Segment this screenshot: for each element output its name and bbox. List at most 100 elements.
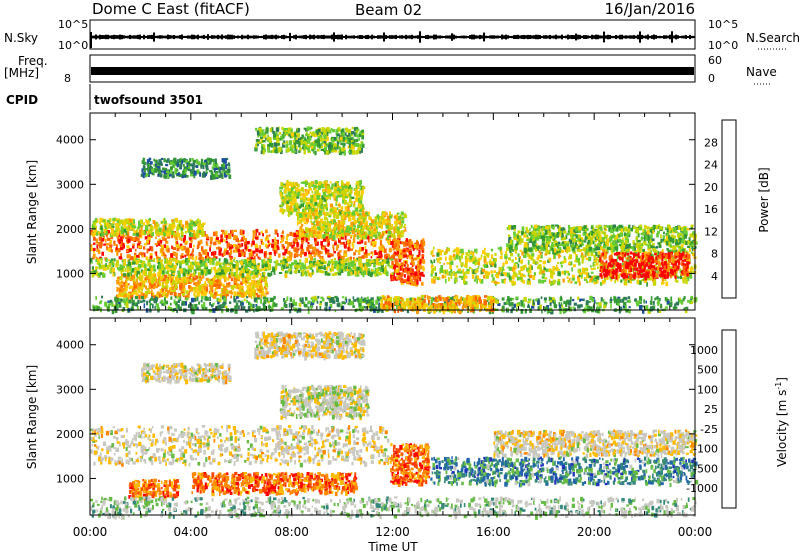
nsky-bar <box>563 36 565 38</box>
data-cell <box>305 192 308 196</box>
data-cell <box>334 198 336 200</box>
nsky-bar <box>93 36 95 39</box>
data-cell <box>210 285 214 290</box>
data-cell <box>127 232 129 235</box>
data-cell <box>445 257 447 261</box>
data-cell <box>123 222 127 226</box>
data-cell <box>118 239 121 244</box>
data-cell <box>462 269 464 274</box>
data-cell <box>401 220 404 223</box>
data-cell <box>409 255 411 259</box>
data-cell <box>287 186 289 191</box>
data-cell <box>132 246 135 249</box>
nsky-bar <box>395 35 397 39</box>
data-cell <box>135 249 137 252</box>
data-cell <box>380 225 383 229</box>
nsky-bar <box>323 35 325 39</box>
data-cell <box>468 250 470 253</box>
data-cell <box>686 280 688 285</box>
data-cell <box>502 263 504 267</box>
data-cell <box>296 211 299 216</box>
data-cell <box>192 257 195 260</box>
data-cell <box>355 207 358 211</box>
nsky-bar <box>265 35 267 40</box>
data-cell <box>103 220 105 222</box>
data-cell <box>348 262 351 266</box>
data-cell <box>400 241 402 244</box>
data-cell <box>153 269 156 272</box>
nsky-bar <box>409 35 411 38</box>
data-cell <box>289 232 292 236</box>
nsky-bar <box>279 36 281 38</box>
data-cell <box>165 271 168 274</box>
data-cell <box>519 277 522 280</box>
nsky-bar <box>311 35 313 39</box>
data-cell <box>333 227 336 231</box>
data-cell <box>553 280 556 285</box>
data-cell <box>489 261 492 264</box>
data-cell <box>391 224 393 227</box>
data-cell <box>285 273 288 278</box>
nsky-bar <box>483 33 485 42</box>
data-cell <box>312 213 314 216</box>
data-cell <box>448 277 450 281</box>
data-cell <box>342 196 345 200</box>
nsky-bar <box>615 35 617 39</box>
nsky-bar <box>597 35 599 39</box>
data-cell <box>336 224 338 228</box>
data-cell <box>307 215 310 218</box>
nsky-bar <box>613 36 615 38</box>
data-cell <box>93 243 96 245</box>
data-cell <box>341 180 343 185</box>
data-cell <box>290 183 293 187</box>
data-cell <box>286 197 288 199</box>
nsky-bar <box>119 35 121 40</box>
data-cell <box>480 258 482 260</box>
nsky-bar <box>351 36 353 39</box>
data-cell <box>124 286 126 291</box>
data-cell <box>195 282 198 286</box>
data-cell <box>216 269 218 272</box>
data-cell <box>363 225 366 228</box>
nsky-bar <box>309 35 311 40</box>
data-cell <box>567 276 569 279</box>
data-cell <box>252 251 255 254</box>
data-cell <box>331 210 333 212</box>
data-cell <box>137 271 140 275</box>
data-cell <box>261 287 263 289</box>
nsky-bar <box>305 35 307 39</box>
data-cell <box>162 285 165 288</box>
nsky-bar <box>537 35 539 40</box>
data-cell <box>204 252 207 255</box>
data-cell <box>323 238 326 242</box>
data-cell <box>570 281 572 283</box>
nsky-bar <box>347 36 349 39</box>
data-cell <box>116 260 119 264</box>
data-cell <box>318 266 322 269</box>
data-cell <box>293 242 295 247</box>
data-cell <box>131 256 134 259</box>
nsky-bar <box>621 35 623 40</box>
data-cell <box>487 272 490 276</box>
data-cell <box>420 259 422 264</box>
data-cell <box>119 256 122 259</box>
data-cell <box>354 220 357 224</box>
data-cell <box>145 286 147 290</box>
nsky-bar <box>337 35 339 40</box>
data-cell <box>274 247 276 250</box>
data-cell <box>329 197 331 200</box>
nsky-bar <box>415 36 417 39</box>
data-cell <box>333 248 335 252</box>
data-cell <box>323 185 325 187</box>
data-cell <box>134 267 137 270</box>
data-cell <box>142 270 144 275</box>
data-cell <box>231 278 234 282</box>
data-cell <box>283 209 286 212</box>
data-cell <box>101 259 103 264</box>
data-cell <box>439 251 442 256</box>
data-cell <box>404 269 407 273</box>
data-cell <box>242 273 244 277</box>
nsky-bar <box>475 35 477 38</box>
data-cell <box>471 268 473 271</box>
data-cell <box>133 230 136 233</box>
